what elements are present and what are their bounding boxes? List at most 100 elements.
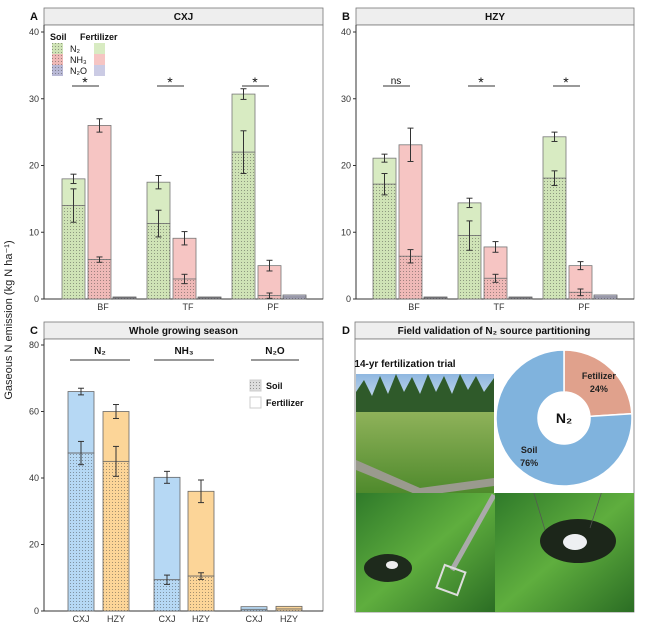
x-tick-label: CXJ — [158, 614, 175, 624]
legend-fertilizer-label: Fertilizer — [266, 398, 304, 408]
significance-label: * — [478, 74, 484, 90]
bar-soil-pattern — [543, 178, 566, 299]
group-label: N₂ — [94, 346, 106, 357]
y-tick-label: 40 — [341, 27, 351, 37]
panel-b: HZY 0 10 20 30 40 BF ns TF * PF * — [341, 7, 635, 312]
legend-soil-pattern — [52, 65, 63, 76]
bar-fertilizer-HZY — [187, 490, 215, 577]
donut-slice-name: Fetilizer — [582, 371, 617, 381]
y-tick-label: 30 — [29, 94, 39, 104]
legend-label-NH3: NH₃ — [70, 55, 87, 65]
bar-soil-pattern — [509, 297, 532, 299]
chamber-photo — [495, 459, 634, 612]
bar-soil-pattern — [103, 461, 129, 611]
y-tick-label: 10 — [341, 227, 351, 237]
group-label: N₂O — [265, 346, 285, 357]
bar-soil-pattern — [198, 297, 221, 299]
donut-slice-fetilizer — [563, 349, 633, 418]
bar-soil-pattern — [68, 453, 94, 611]
bar-soil-pattern — [399, 256, 422, 299]
x-tick-label: BF — [408, 302, 420, 312]
x-tick-label: PF — [578, 302, 590, 312]
y-tick-label: 20 — [341, 161, 351, 171]
bar-soil-pattern — [62, 205, 85, 299]
strip-title: CXJ — [174, 12, 193, 23]
field-trial-photo: 14-yr fertilization trial — [354, 352, 497, 612]
strip-title: HZY — [485, 12, 505, 23]
bar-soil-pattern — [232, 152, 255, 299]
legend-soil-pattern — [250, 380, 261, 391]
x-tick-label: HZY — [192, 614, 210, 624]
y-tick-label: 20 — [29, 540, 39, 550]
bar-soil-pattern — [424, 297, 447, 299]
donut-slice-percent: 24% — [590, 384, 608, 394]
donut-slice-name: Soil — [521, 445, 538, 455]
y-tick-label: 40 — [29, 473, 39, 483]
bar-soil-pattern — [88, 259, 111, 299]
panel-d-title: Field validation of N₂ source partitioni… — [398, 326, 591, 337]
panel-label-d: D — [342, 325, 350, 337]
bar-soil-pattern — [241, 609, 267, 611]
panel-c: Whole growing season 0 20 40 60 80 N₂ NH₃ N₂O CXJ… — [29, 321, 324, 624]
y-tick-label: 60 — [29, 407, 39, 417]
y-tick-label: 80 — [29, 340, 39, 350]
group-label: NH₃ — [174, 346, 193, 357]
y-tick-label: 30 — [341, 94, 351, 104]
legend-soil-header: Soil — [50, 32, 67, 42]
panel-label-a: A — [30, 11, 38, 23]
significance-label: * — [563, 74, 569, 90]
bar-fertilizer-CXJ — [153, 476, 181, 581]
legend-soil-pattern — [52, 43, 63, 54]
bar-soil-pattern — [283, 296, 306, 299]
bar-soil-pattern — [458, 235, 481, 299]
donut-center-label: N₂ — [556, 410, 572, 426]
x-tick-label: BF — [97, 302, 109, 312]
legend-label-N2: N₂ — [70, 44, 80, 54]
panel-label-b: B — [342, 11, 350, 23]
photo-caption: 14-yr fertilization trial — [354, 359, 455, 370]
legend-soil-pattern — [52, 54, 63, 65]
y-tick-label: 0 — [34, 606, 39, 616]
panel-d: Field validation of N₂ source partitioni… — [354, 321, 635, 613]
x-tick-label: CXJ — [72, 614, 89, 624]
x-tick-label: CXJ — [245, 614, 262, 624]
y-tick-label: 40 — [29, 27, 39, 37]
significance-label: * — [252, 74, 258, 90]
x-tick-label: TF — [494, 302, 505, 312]
legend-fertilizer-swatch — [249, 396, 262, 409]
bar-soil-pattern — [113, 297, 136, 299]
y-tick-label: 0 — [34, 294, 39, 304]
legend-fertilizer-swatch-NH3 — [94, 54, 105, 65]
bar-soil-pattern — [484, 278, 507, 299]
y-axis-label: Gaseous N emission (kg N ha⁻¹) — [3, 240, 15, 399]
strip-title: Whole growing season — [129, 326, 238, 337]
bar-soil-pattern — [154, 579, 180, 611]
bar-soil-pattern — [276, 609, 302, 611]
bar-soil-pattern — [373, 184, 396, 299]
bar-fertilizer-NH3 — [87, 125, 112, 261]
legend-fertilizer-header: Fertilizer — [80, 32, 118, 42]
bar-soil-pattern — [173, 278, 196, 299]
bar-soil-pattern — [147, 223, 170, 299]
x-tick-label: HZY — [107, 614, 125, 624]
legend-fertilizer-swatch-N2 — [94, 43, 105, 54]
y-tick-label: 10 — [29, 227, 39, 237]
y-tick-label: 20 — [29, 161, 39, 171]
y-tick-label: 0 — [346, 294, 351, 304]
n2-source-donut-chart: Fetilizer 24% Soil 76% N₂ — [495, 349, 633, 493]
legend-fertilizer-swatch-N2O — [94, 65, 105, 76]
donut-slice-percent: 76% — [520, 458, 538, 468]
bar-soil-pattern — [188, 576, 214, 611]
x-tick-label: PF — [267, 302, 279, 312]
x-tick-label: TF — [183, 302, 194, 312]
legend-label-N2O: N₂O — [70, 66, 87, 76]
panel-a: CXJ 0 10 20 30 40 BF * TF * PF * Soil FertilizerN₂NH₃… — [29, 7, 324, 312]
significance-label: * — [82, 74, 88, 90]
panel-label-c: C — [30, 325, 38, 337]
significance-label: * — [167, 74, 173, 90]
x-tick-label: HZY — [280, 614, 298, 624]
significance-label: ns — [391, 76, 402, 87]
donut-slice-soil — [495, 349, 633, 487]
